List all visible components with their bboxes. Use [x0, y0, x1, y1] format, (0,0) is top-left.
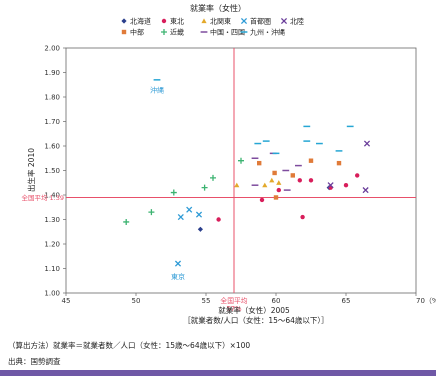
x-tick-label: 60: [272, 297, 281, 305]
data-point: [210, 174, 216, 181]
legend-marker: [240, 17, 248, 25]
data-point: [234, 182, 240, 188]
axis-ticks: 1.00 1.10 1.20 1.30 1.40 1.50 1.60 1.70 1.80 1.90…: [44, 45, 436, 305]
y-tick-label: 1.90: [44, 69, 60, 77]
data-point: [174, 260, 182, 267]
y-tick-label: 1.50: [44, 167, 60, 175]
data-point: [355, 173, 360, 178]
y-tick-label: 1.10: [44, 265, 60, 273]
national-average-x-value: 57%: [226, 305, 242, 313]
y-tick-label: 1.30: [44, 216, 60, 224]
y-tick-label: 1.80: [44, 94, 60, 102]
data-point: [362, 187, 369, 194]
y-tick-label: 1.00: [44, 290, 60, 298]
chart-title: 就業率（女性）: [190, 3, 246, 13]
data-point: [259, 197, 265, 203]
legend-label: 中部: [130, 28, 144, 37]
legend-label: 中国・四国: [210, 28, 245, 37]
legend-marker: [280, 17, 288, 25]
legend-label: 近畿: [170, 28, 184, 37]
x-axis-sublabel: ［就業者数/人口（女性：15～64歳以下）］: [183, 315, 328, 325]
y-tick-label: 1.60: [44, 143, 60, 151]
x-axis-label: 就業率（女性）2005: [218, 305, 290, 315]
data-point: [276, 187, 281, 193]
data-point: [308, 158, 314, 163]
data-point: [238, 157, 244, 164]
x-tick-label: 45: [62, 297, 71, 305]
method-note: （算出方法）就業率＝就業者数／人口（女性：15歳～64歳以下）×100: [8, 341, 251, 350]
data-point: [262, 182, 268, 188]
y-tick-label: 1.20: [44, 241, 60, 249]
legend-marker: [161, 29, 167, 35]
legend-marker: [161, 18, 167, 24]
legend-marker: [121, 29, 127, 35]
y-tick-label: 2.00: [44, 45, 60, 53]
data-point: [336, 160, 342, 166]
legend-label: 九州・沖縄: [250, 28, 285, 37]
data-point: [276, 180, 282, 185]
data-point: [195, 211, 203, 218]
x-tick-label: 65: [342, 297, 351, 305]
annotation-label: 東京: [171, 272, 185, 281]
plot-area: [65, 47, 417, 294]
data-point: [327, 182, 334, 189]
data-point: [123, 218, 130, 225]
bottom-bar: [0, 370, 436, 376]
data-point: [300, 214, 305, 220]
legend-label: 首都圏: [250, 17, 271, 26]
data-point: [197, 226, 203, 232]
data-point: [273, 195, 279, 200]
legend-label: 北陸: [290, 17, 304, 26]
legend-label: 東北: [170, 17, 184, 26]
legend-label: 北海道: [130, 17, 151, 26]
y-tick-label: 1.40: [44, 192, 60, 200]
x-tick-label: 50: [132, 297, 141, 305]
data-point: [269, 177, 275, 183]
data-point: [290, 173, 295, 178]
national-average-y-label: 全国平均 1.39: [21, 193, 64, 202]
data-point: [170, 189, 177, 196]
source-note: 出典：国勢調査: [8, 357, 61, 366]
data-point: [272, 170, 277, 176]
x-tick-label: 55: [202, 297, 211, 305]
legend-marker: [201, 18, 207, 24]
data-point: [148, 209, 155, 216]
data-point: [201, 184, 208, 191]
data-point: [343, 183, 349, 188]
data-point: [297, 178, 302, 183]
national-average-x-label: 全国平均: [220, 296, 247, 305]
data-point: [177, 213, 184, 221]
data-point: [308, 178, 314, 183]
x-tick-label: 70（%）: [416, 297, 436, 305]
data-point: [363, 140, 371, 147]
y-tick-label: 1.70: [44, 118, 60, 126]
annotation-label: 沖縄: [150, 86, 164, 95]
y-axis-label: 出生率 2010: [26, 148, 36, 192]
data-points: [123, 79, 371, 267]
data-point: [216, 217, 221, 222]
legend-label: 北関東: [210, 17, 231, 26]
legend-marker: [121, 18, 127, 24]
data-point: [257, 160, 262, 166]
data-point: [186, 206, 193, 213]
